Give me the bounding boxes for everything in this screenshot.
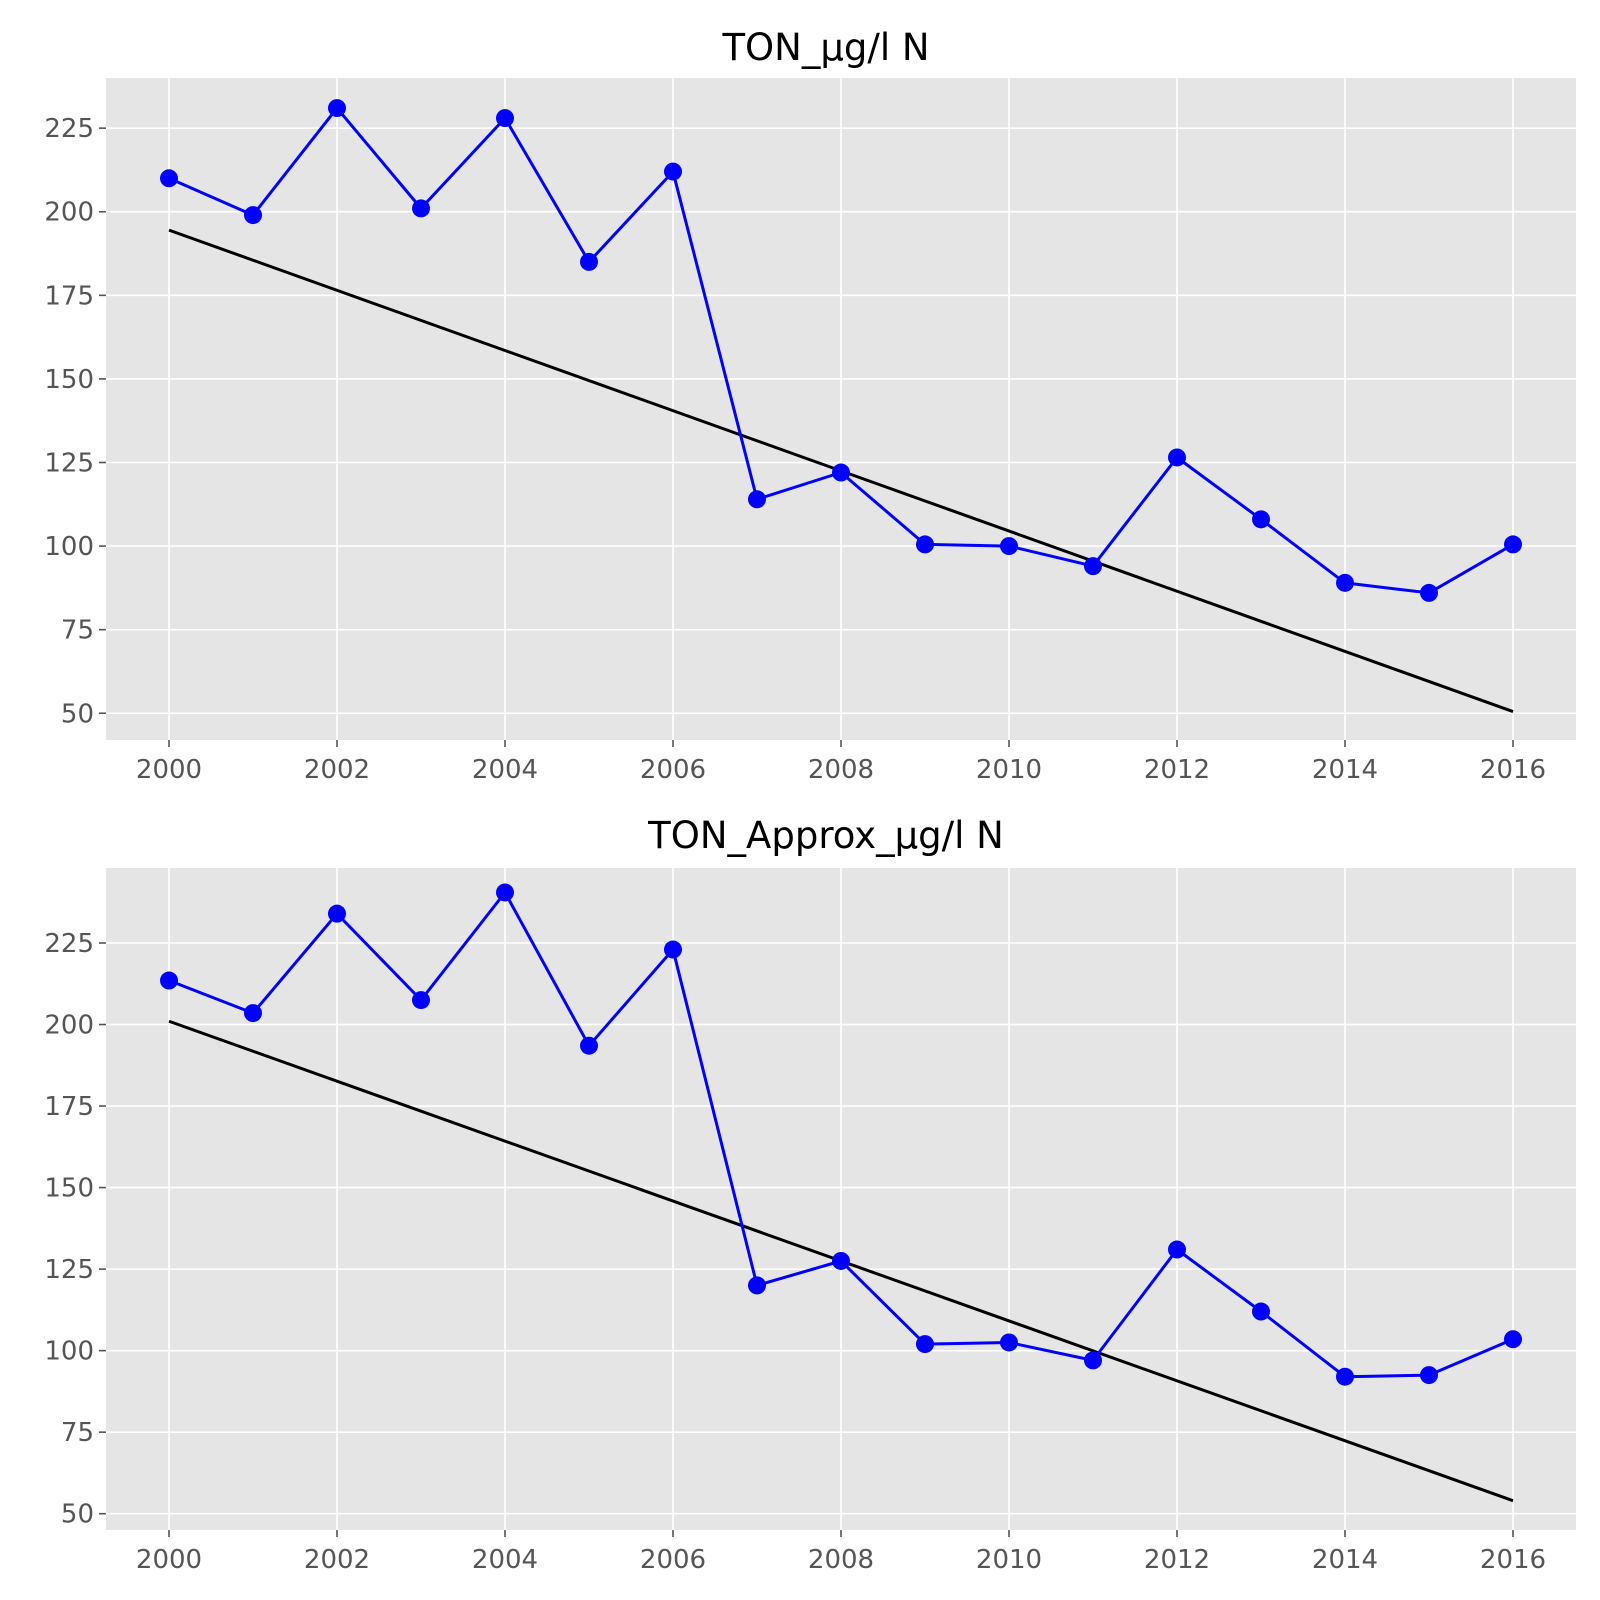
data-point — [1000, 1333, 1018, 1352]
data-point — [496, 109, 514, 128]
data-point — [1420, 1366, 1438, 1385]
data-point — [832, 463, 850, 482]
x-tick-label: 2016 — [1480, 755, 1546, 785]
data-point — [580, 252, 598, 271]
data-point — [160, 971, 178, 990]
x-tick-label: 2004 — [472, 755, 538, 785]
data-point — [1336, 1367, 1354, 1386]
grid — [106, 868, 1576, 1530]
x-tick-label: 2000 — [136, 755, 202, 785]
data-point — [1084, 557, 1102, 576]
y-tick-label: 225 — [44, 929, 94, 959]
y-tick-label: 200 — [44, 1011, 94, 1041]
data-point — [496, 883, 514, 902]
x-tick-label: 2016 — [1480, 1545, 1546, 1575]
y-tick-label: 100 — [44, 532, 94, 562]
x-tick-label: 2008 — [808, 755, 874, 785]
data-point — [244, 206, 262, 225]
x-tick-label: 2006 — [640, 1545, 706, 1575]
data-point — [916, 535, 934, 554]
y-tick-label: 125 — [44, 448, 94, 478]
data-point — [1504, 1330, 1522, 1349]
x-tick-label: 2010 — [976, 755, 1042, 785]
data-point — [748, 490, 766, 509]
data-point — [412, 991, 430, 1010]
data-point — [328, 99, 346, 118]
chart-title: TON_µg/l N — [721, 26, 929, 69]
data-point — [1168, 448, 1186, 467]
x-tick-label: 2010 — [976, 1545, 1042, 1575]
y-tick-label: 200 — [44, 198, 94, 228]
x-tick-label: 2000 — [136, 1545, 202, 1575]
data-point — [244, 1004, 262, 1023]
x-tick-label: 2014 — [1312, 755, 1378, 785]
x-tick-label: 2012 — [1144, 1545, 1210, 1575]
y-tick-label: 175 — [44, 281, 94, 311]
x-tick-label: 2008 — [808, 1545, 874, 1575]
grid — [106, 78, 1576, 740]
data-point — [832, 1251, 850, 1270]
x-tick-label: 2002 — [304, 1545, 370, 1575]
data-point — [916, 1335, 934, 1354]
series-layer — [160, 99, 1522, 602]
y-tick-label: 50 — [61, 1500, 94, 1530]
data-point — [1252, 510, 1270, 529]
chart-title: TON_Approx_µg/l N — [647, 814, 1004, 857]
data-point — [328, 904, 346, 923]
data-point — [1504, 535, 1522, 554]
y-tick-label: 50 — [61, 699, 94, 729]
y-axis-ticks: 50 75 100 125 150 175 200 225 — [44, 929, 106, 1530]
y-tick-label: 75 — [61, 1418, 94, 1448]
y-tick-label: 175 — [44, 1092, 94, 1122]
x-tick-label: 2014 — [1312, 1545, 1378, 1575]
x-axis-ticks: 2000 2002 2004 2006 2008 2010 2012 2014 2016 — [136, 740, 1546, 785]
y-tick-label: 100 — [44, 1337, 94, 1367]
x-tick-label: 2006 — [640, 755, 706, 785]
y-tick-label: 75 — [61, 616, 94, 646]
x-axis-ticks: 2000 2002 2004 2006 2008 2010 2012 2014 2016 — [136, 1530, 1546, 1575]
y-tick-label: 225 — [44, 114, 94, 144]
x-tick-label: 2004 — [472, 1545, 538, 1575]
y-axis-ticks: 50 75 100 125 150 175 200 225 — [44, 114, 106, 729]
data-point — [580, 1036, 598, 1055]
data-point — [1336, 573, 1354, 592]
x-tick-label: 2012 — [1144, 755, 1210, 785]
data-point — [748, 1276, 766, 1295]
data-point — [160, 169, 178, 188]
data-point — [1084, 1351, 1102, 1370]
data-point — [412, 199, 430, 218]
data-point — [664, 940, 682, 959]
data-point — [1168, 1240, 1186, 1259]
data-point — [1252, 1302, 1270, 1321]
x-tick-label: 2002 — [304, 755, 370, 785]
series-layer — [160, 883, 1522, 1386]
chart-panel-ton-approx: TON_Approx_µg/l N 50 75 100 125 150 175 200 225… — [44, 814, 1576, 1575]
y-tick-label: 150 — [44, 1174, 94, 1204]
y-tick-label: 150 — [44, 365, 94, 395]
data-point — [1000, 537, 1018, 556]
data-point — [664, 162, 682, 181]
data-point — [1420, 583, 1438, 602]
y-tick-label: 125 — [44, 1255, 94, 1285]
